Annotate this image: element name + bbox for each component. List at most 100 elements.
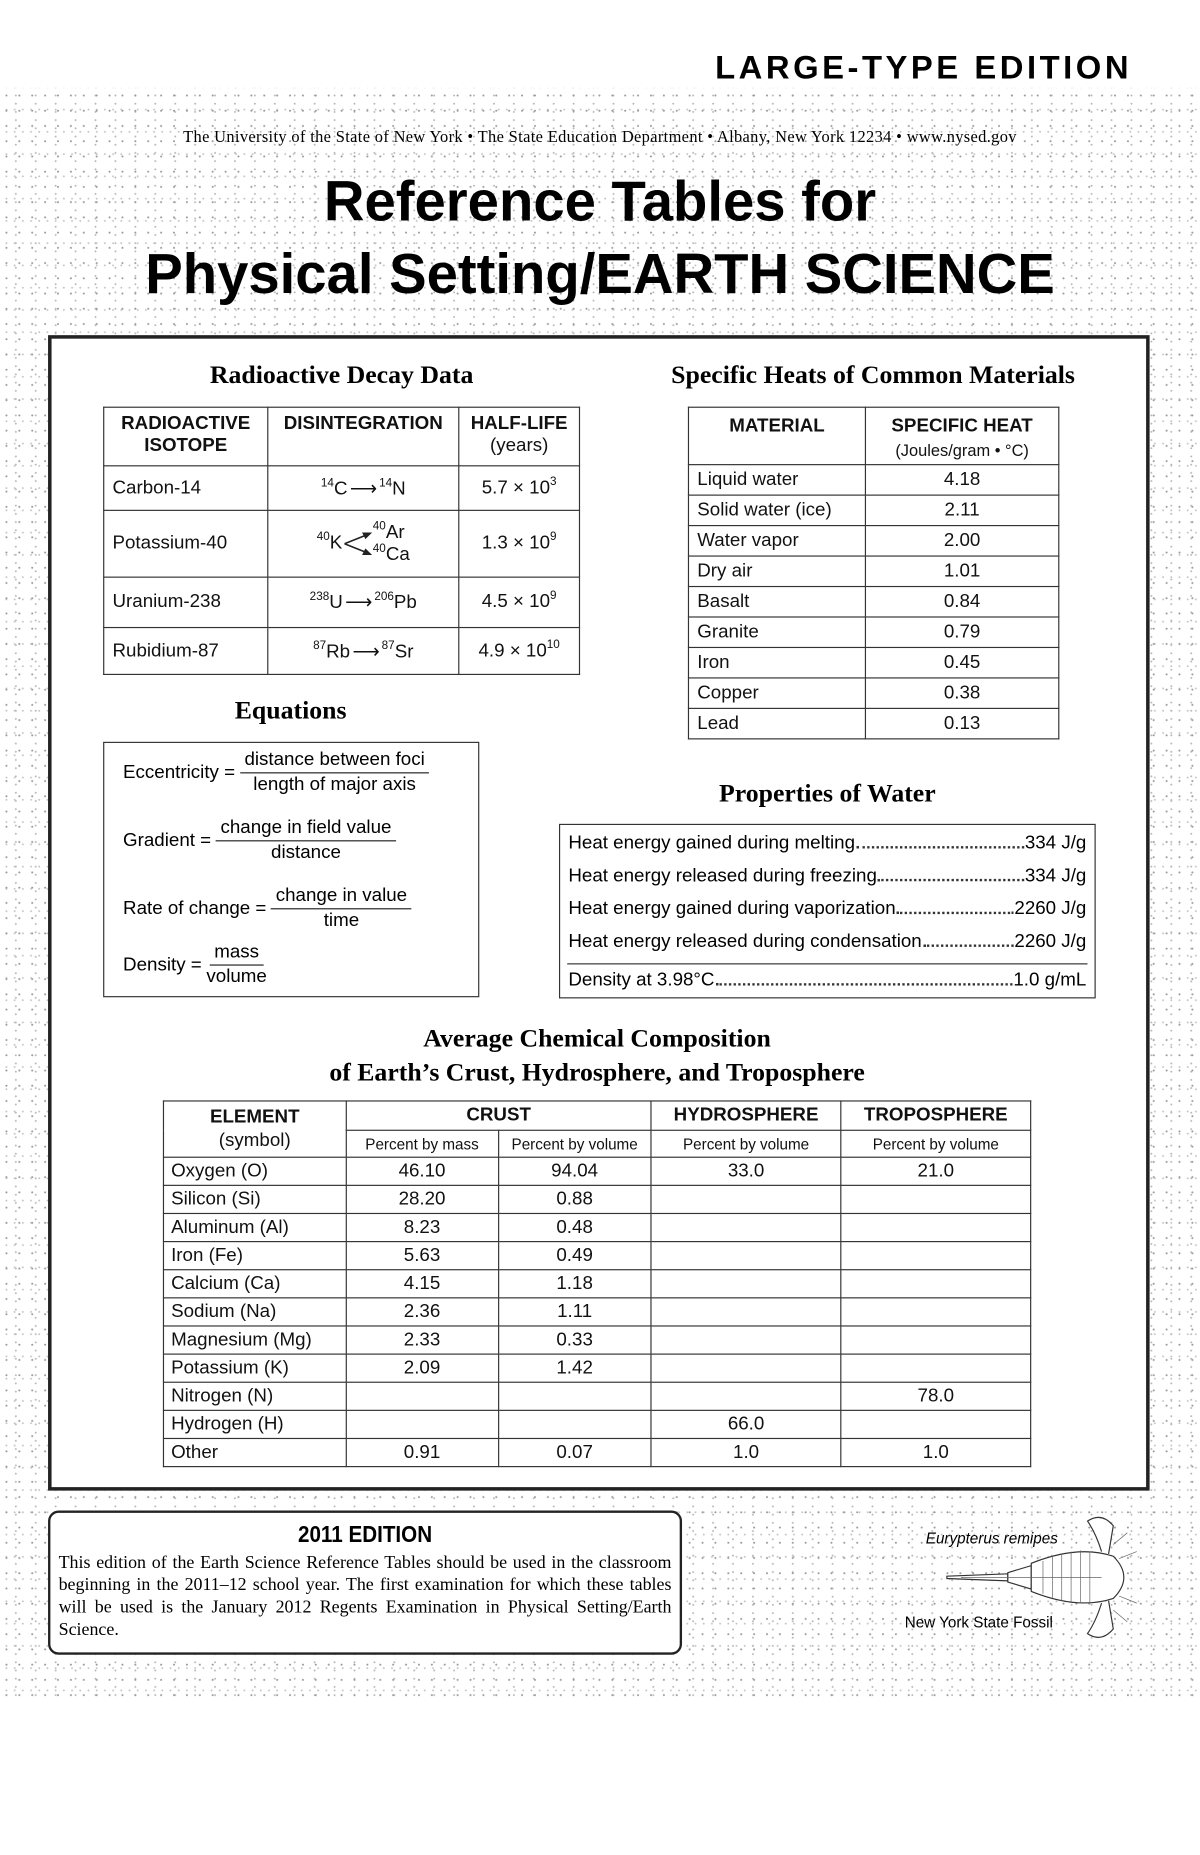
property-value: 2260 J/g: [1014, 898, 1087, 919]
water-property-row: Heat energy released during freezing 334 …: [568, 866, 1086, 887]
table-row: Rubidium-87 87Rb ⟶ 87Sr 4.9 × 1010: [103, 626, 581, 675]
specific-heat-cell: 0.13: [864, 707, 1060, 740]
tropo-cell: [840, 1297, 1032, 1327]
tropo-cell: 1.0: [840, 1437, 1032, 1468]
composition-heading: Average Chemical Composition of Earth’s C…: [329, 1023, 865, 1087]
crust-vol-cell: 1.18: [497, 1269, 652, 1299]
crust-vol-cell: 0.07: [497, 1437, 652, 1468]
crust-mass-cell: 2.09: [345, 1353, 499, 1383]
hydro-cell: 66.0: [650, 1409, 842, 1440]
col-disintegration: DISINTEGRATION: [267, 406, 460, 467]
col-isotope: RADIOACTIVE ISOTOPE: [103, 406, 269, 467]
property-label: Heat energy gained during melting: [568, 833, 856, 854]
hydro-cell: [650, 1269, 842, 1299]
edition-title: 2011 EDITION: [297, 1522, 433, 1549]
table-row: Granite 0.79: [687, 616, 1060, 649]
material-cell: Dry air: [687, 555, 867, 588]
table-row: Dry air 1.01: [687, 555, 1060, 588]
arrow-icon: ⟶: [345, 592, 373, 613]
water-property-row: Heat energy gained during vaporization 22…: [568, 899, 1086, 920]
col-element: ELEMENT (symbol): [162, 1100, 347, 1158]
specific-heat-cell: 0.45: [864, 646, 1060, 679]
table-row: Sodium (Na) 2.36 1.11: [162, 1297, 1032, 1327]
dot-leader: [878, 878, 1024, 882]
element-cell: Oxygen (O): [162, 1156, 347, 1186]
element-cell: Silicon (Si): [162, 1184, 347, 1215]
table-row: Other 0.91 0.07 1.0 1.0: [162, 1437, 1032, 1468]
table-row: Water vapor 2.00: [687, 525, 1060, 557]
element-cell: Calcium (Ca): [162, 1269, 347, 1299]
crust-vol-cell: [497, 1381, 652, 1411]
hydro-cell: 1.0: [650, 1437, 842, 1468]
halflife-cell: 1.3 × 109: [458, 509, 581, 578]
large-type-edition-label: LARGE-TYPE EDITION: [715, 49, 1133, 86]
element-cell: Nitrogen (N): [162, 1381, 347, 1411]
tropo-cell: [840, 1325, 1032, 1355]
property-label: Heat energy gained during vaporization: [568, 898, 896, 919]
equation-rate-of-change: Rate of change = change in value time: [123, 886, 412, 932]
crust-vol-cell: 0.33: [497, 1325, 652, 1355]
crust-mass-cell: [345, 1409, 499, 1440]
table-header-row: ELEMENT (symbol) CRUST HYDROSPHERE TROPOS…: [162, 1100, 1032, 1158]
table-subheader-row: Percent by mass Percent by volume Percen…: [163, 1129, 1032, 1158]
isotope-cell: Potassium-40: [103, 509, 269, 578]
table-row: Lead 0.13: [687, 707, 1060, 740]
specific-heats-heading: Specific Heats of Common Materials: [671, 359, 1075, 390]
specific-heat-cell: 2.11: [864, 494, 1060, 527]
crust-vol-cell: [497, 1409, 652, 1440]
material-cell: Lead: [687, 707, 867, 740]
material-cell: Copper: [687, 677, 867, 709]
table-row: Uranium-238 238U ⟶ 206Pb 4.5 × 109: [103, 576, 581, 629]
tropo-cell: 78.0: [840, 1381, 1032, 1411]
col-specific-heat: SPECIFIC HEAT (Joules/gram • °C): [864, 406, 1060, 466]
water-property-row: Heat energy gained during melting 334 J/g: [568, 833, 1086, 854]
branch-arrow-icon: [344, 532, 373, 556]
equation-eccentricity: Eccentricity = distance between foci lengt…: [123, 750, 430, 796]
dot-leader: [715, 983, 1013, 986]
table-row: Aluminum (Al) 8.23 0.48: [162, 1212, 1032, 1243]
crust-mass-cell: 5.63: [345, 1241, 499, 1271]
table-row: Solid water (ice) 2.11: [687, 494, 1060, 527]
hydro-cell: 33.0: [650, 1156, 842, 1186]
property-label: Heat energy released during freezing: [568, 866, 877, 886]
hydro-cell: [650, 1212, 842, 1243]
tropo-cell: [840, 1241, 1032, 1271]
equation-gradient: Gradient = change in field value distance: [123, 818, 397, 864]
crust-mass-cell: 2.36: [345, 1297, 499, 1327]
material-cell: Iron: [687, 646, 867, 679]
specific-heat-cell: 0.79: [864, 616, 1060, 649]
tropo-cell: [840, 1269, 1032, 1299]
element-cell: Iron (Fe): [162, 1241, 347, 1271]
col-crust: CRUST: [345, 1100, 652, 1131]
equation-density: Density = mass volume: [123, 942, 267, 987]
tropo-cell: 21.0: [840, 1156, 1032, 1186]
col-halflife: HALF-LIFE (years): [458, 406, 581, 467]
crust-mass-cell: 0.91: [345, 1437, 499, 1468]
crust-mass-cell: 8.23: [345, 1212, 499, 1243]
table-header-row: RADIOACTIVE ISOTOPE DISINTEGRATION HALF-L…: [103, 406, 581, 467]
crust-vol-cell: 0.49: [497, 1241, 652, 1271]
tropo-cell: [840, 1184, 1032, 1215]
crust-vol-cell: 0.48: [497, 1212, 652, 1243]
property-value: 334 J/g: [1024, 833, 1087, 854]
col-material: MATERIAL: [687, 406, 867, 466]
arrow-icon: ⟶: [349, 478, 377, 499]
property-value: 334 J/g: [1024, 866, 1087, 886]
element-cell: Other: [162, 1437, 347, 1468]
table-row: Calcium (Ca) 4.15 1.18: [162, 1269, 1032, 1299]
material-cell: Granite: [687, 616, 867, 649]
table-row: Magnesium (Mg) 2.33 0.33: [162, 1325, 1032, 1355]
isotope-cell: Uranium-238: [103, 576, 269, 629]
material-cell: Water vapor: [687, 525, 867, 557]
arrow-icon: ⟶: [352, 641, 380, 662]
table-row: Carbon-14 14C ⟶ 14N 5.7 × 103: [103, 465, 581, 511]
table-row: Liquid water 4.18: [687, 464, 1060, 496]
element-cell: Sodium (Na): [162, 1297, 347, 1327]
title-line-1: Reference Tables for: [323, 171, 877, 234]
col-crust-mass: Percent by mass: [345, 1129, 499, 1158]
halflife-cell: 4.5 × 109: [458, 576, 581, 629]
disintegration-cell: 238U ⟶ 206Pb: [267, 576, 460, 629]
dot-leader: [896, 911, 1014, 915]
dot-leader: [856, 846, 1024, 849]
disintegration-cell: 87Rb ⟶ 87Sr: [267, 626, 460, 675]
